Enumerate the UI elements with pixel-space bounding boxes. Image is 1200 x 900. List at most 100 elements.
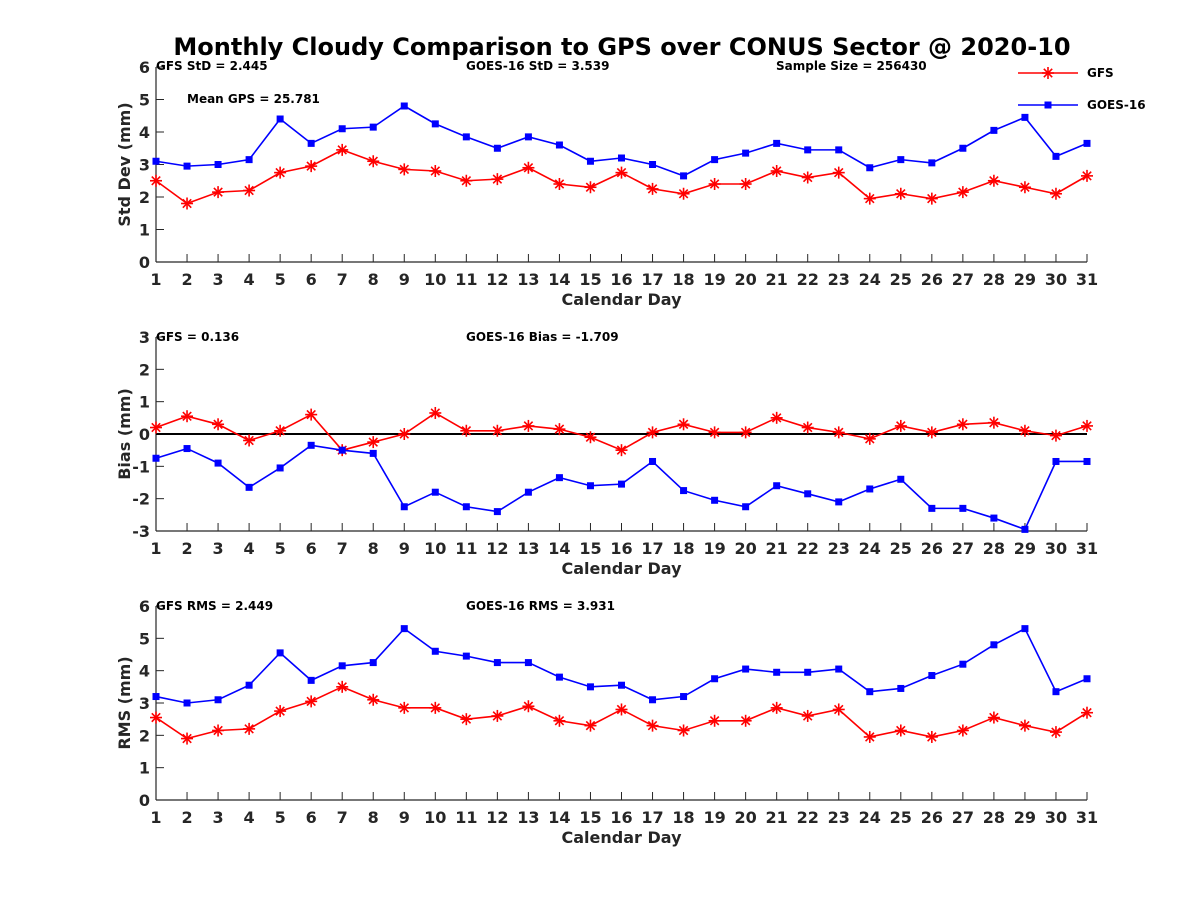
bias-x-tick-label: 1 [150, 539, 161, 558]
rms-x-tick-label: 26 [921, 808, 943, 827]
bias-gfs-point [739, 426, 752, 439]
std-dev-gfs-point [491, 173, 504, 186]
rms-gfs-point [863, 730, 876, 743]
bias-x-tick-label: 3 [212, 539, 223, 558]
std-dev-gfs-point [832, 166, 845, 179]
std-dev-x-tick-label: 14 [548, 270, 570, 289]
std-dev-x-tick-label: 18 [672, 270, 694, 289]
rms-gfs-point [739, 714, 752, 727]
std-dev-gfs-point [398, 163, 411, 176]
std-dev-gfs-point [522, 161, 535, 174]
rms-x-tick-label: 18 [672, 808, 694, 827]
rms-gfs-point [770, 701, 783, 714]
std-dev-goes-16-point [618, 154, 625, 162]
bias-x-tick-label: 25 [890, 539, 912, 558]
bias-x-tick-label: 15 [579, 539, 601, 558]
bias-gfs-point [243, 434, 256, 447]
std-dev-x-tick-label: 13 [517, 270, 539, 289]
rms-goes-16-point [462, 652, 470, 660]
bias-gfs-point [429, 406, 442, 419]
std-dev-gfs-point [1081, 169, 1093, 182]
std-dev-x-tick-label: 11 [455, 270, 477, 289]
std-dev-gfs-point [677, 187, 690, 200]
rms-goes-16-point [618, 681, 625, 689]
legend-gfs-label: GFS [1087, 66, 1114, 80]
bias-x-tick-label: 24 [859, 539, 881, 558]
rms-gfs-point [460, 713, 473, 726]
bias-gfs-point [863, 432, 876, 445]
std-dev-y-tick-label: 6 [139, 58, 150, 77]
std-dev-goes-16-point [245, 156, 253, 164]
bias-annotation: GOES-16 Bias = -1.709 [466, 330, 619, 344]
std-dev-gfs-point [584, 181, 597, 194]
rms-goes-16-point [959, 660, 967, 668]
bias-x-tick-label: 7 [337, 539, 348, 558]
bias-x-axis-label: Calendar Day [562, 559, 683, 578]
rms-goes-16-point [835, 665, 843, 673]
rms-gfs-point [1049, 726, 1062, 739]
std-dev-goes-16-point [804, 146, 812, 154]
bias-x-tick-label: 29 [1014, 539, 1036, 558]
rms-x-tick-label: 13 [517, 808, 539, 827]
std-dev-x-tick-label: 7 [337, 270, 348, 289]
std-dev-gfs-point [243, 184, 256, 197]
bias-panel: 1 2 3 4 5 6 7 8 9 10 11 12 13 14 15 16 17 18 19 20 21 22 23 24 2… [115, 328, 1098, 578]
std-dev-gfs-point [274, 166, 287, 179]
rms-x-tick-label: 22 [797, 808, 819, 827]
std-dev-goes-16-point [897, 156, 905, 164]
std-dev-x-tick-label: 22 [797, 270, 819, 289]
std-dev-goes-16-point [1021, 113, 1029, 121]
std-dev-x-tick-label: 12 [486, 270, 508, 289]
std-dev-gfs-point [305, 160, 318, 173]
std-dev-x-tick-label: 17 [641, 270, 663, 289]
std-dev-x-tick-label: 21 [766, 270, 788, 289]
rms-goes-16-point [586, 683, 594, 691]
std-dev-goes-16-point [214, 161, 222, 168]
rms-gfs-point [956, 724, 969, 737]
rms-goes-16-point [1052, 688, 1060, 696]
std-dev-y-tick-label: 1 [139, 221, 150, 240]
bias-goes-16-point [773, 482, 781, 490]
bias-goes-16-point [555, 474, 563, 482]
std-dev-goes-16-point [711, 156, 719, 164]
bias-x-tick-label: 21 [766, 539, 788, 558]
rms-goes-16-point [773, 668, 781, 676]
bias-gfs-point [770, 411, 783, 424]
bias-x-tick-label: 18 [672, 539, 694, 558]
std-dev-gfs-point [460, 174, 473, 187]
std-dev-goes-16-point [524, 133, 532, 141]
rms-gfs-point [615, 703, 628, 716]
rms-x-tick-label: 4 [244, 808, 255, 827]
bias-gfs-point [522, 419, 535, 432]
std-dev-x-tick-label: 5 [275, 270, 286, 289]
rms-goes-16-point [990, 641, 998, 649]
std-dev-goes-16-point [183, 162, 191, 170]
std-dev-goes-16-point [1052, 152, 1060, 160]
rms-x-tick-label: 20 [735, 808, 757, 827]
bias-gfs-point [1081, 419, 1093, 432]
std-dev-x-tick-label: 23 [828, 270, 850, 289]
bias-x-tick-label: 17 [641, 539, 663, 558]
bias-gfs-point [894, 419, 907, 432]
bias-goes-16-point [586, 482, 594, 490]
bias-goes-16-point [1083, 457, 1091, 465]
bias-gfs-point [677, 418, 690, 431]
bias-x-tick-label: 19 [703, 539, 725, 558]
bias-x-tick-label: 27 [952, 539, 974, 558]
bias-goes-16-point [369, 449, 377, 457]
bias-gfs-point [367, 436, 380, 449]
std-dev-gfs-point [801, 171, 814, 184]
bias-x-tick-label: 22 [797, 539, 819, 558]
rms-x-tick-label: 24 [859, 808, 881, 827]
std-dev-gfs-point [708, 178, 721, 190]
std-dev-x-tick-label: 20 [735, 270, 757, 289]
bias-goes-16-point [866, 485, 874, 493]
bias-gfs-point [150, 421, 162, 434]
bias-goes-16-point [493, 508, 501, 516]
std-dev-goes-16-point [773, 139, 781, 147]
std-dev-goes-16-point [866, 164, 874, 172]
std-dev-x-tick-label: 6 [306, 270, 317, 289]
std-dev-x-tick-label: 29 [1014, 270, 1036, 289]
std-dev-panel: 1 2 3 4 5 6 7 8 9 10 11 12 13 14 15 16 17 18 19 20 21 22 23 24 2… [115, 58, 1098, 309]
bias-goes-16-point [618, 480, 625, 488]
